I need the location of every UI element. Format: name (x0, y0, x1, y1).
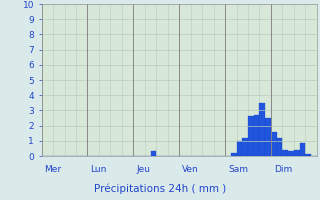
Bar (265, 118, 271, 156)
Text: Dim: Dim (274, 165, 292, 174)
Bar (236, 141, 242, 156)
Bar (277, 138, 282, 156)
Bar (294, 150, 300, 156)
Bar (248, 116, 254, 156)
Bar (282, 150, 288, 156)
Bar (254, 115, 260, 156)
Bar (260, 103, 265, 156)
Bar (288, 151, 294, 156)
Bar (231, 153, 236, 156)
Bar (305, 154, 311, 156)
Bar (242, 138, 248, 156)
Bar (271, 132, 277, 156)
Text: Ven: Ven (182, 165, 199, 174)
Text: Lun: Lun (90, 165, 107, 174)
Text: Précipitations 24h ( mm ): Précipitations 24h ( mm ) (94, 184, 226, 194)
Text: Mer: Mer (44, 165, 61, 174)
Bar (150, 151, 156, 156)
Bar (300, 143, 305, 156)
Text: Jeu: Jeu (136, 165, 150, 174)
Text: Sam: Sam (228, 165, 248, 174)
